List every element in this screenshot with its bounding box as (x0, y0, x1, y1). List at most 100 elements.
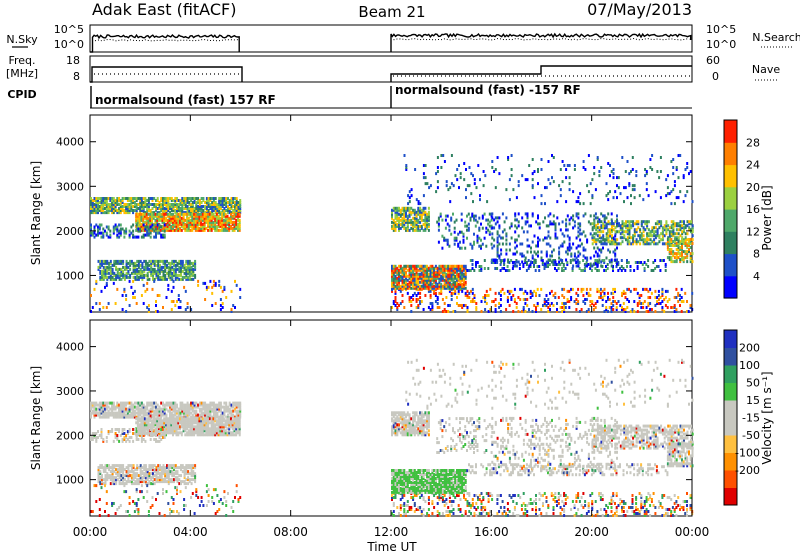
heatmap-cell (184, 197, 187, 200)
heatmap-cell (691, 260, 694, 264)
heatmap-cell (494, 298, 497, 301)
heatmap-cell (138, 212, 141, 216)
heatmap-cell (584, 248, 587, 252)
heatmap-cell (480, 267, 483, 270)
heatmap-cell (593, 254, 596, 258)
heatmap-cell (138, 224, 141, 228)
heatmap-cell (484, 174, 487, 178)
heatmap-cell (683, 226, 685, 230)
heatmap-cell (207, 211, 210, 215)
heatmap-cell (440, 274, 443, 278)
heatmap-cell (589, 300, 592, 303)
heatmap-cell (99, 275, 102, 279)
heatmap-cell (157, 275, 160, 279)
heatmap-cell (221, 302, 224, 305)
heatmap-cell (160, 235, 163, 239)
heatmap-cell (235, 405, 238, 409)
heatmap-cell (552, 220, 555, 224)
heatmap-cell (109, 207, 112, 210)
heatmap-cell (235, 411, 238, 415)
heatmap-cell (517, 296, 520, 299)
heatmap-cell (617, 261, 620, 264)
heatmap-cell (184, 201, 187, 204)
heatmap-cell (95, 302, 98, 305)
heatmap-cell (156, 218, 159, 222)
heatmap-cell (140, 214, 143, 218)
heatmap-cell (579, 228, 582, 232)
heatmap-cell (392, 270, 395, 274)
heatmap-cell (193, 401, 196, 405)
heatmap-cell (440, 291, 443, 295)
nsky-tick-top: 10^5 (54, 23, 84, 36)
heatmap-cell (392, 218, 395, 222)
heatmap-cell (475, 261, 477, 264)
heatmap-cell (603, 291, 606, 295)
heatmap-cell (419, 266, 422, 270)
heatmap-cell (568, 182, 571, 186)
heatmap-cell (183, 409, 186, 413)
heatmap-cell (392, 226, 395, 230)
heatmap-cell (238, 226, 241, 230)
heatmap-cell (163, 407, 166, 411)
heatmap-cell (458, 164, 460, 167)
heatmap-cell (412, 268, 415, 272)
heatmap-cell (183, 199, 186, 202)
heatmap-cell (161, 214, 164, 218)
heatmap-cell (524, 256, 527, 260)
heatmap-cell (490, 242, 493, 246)
heatmap-cell (119, 231, 122, 235)
heatmap-cell (91, 233, 94, 237)
heatmap-cell (403, 154, 406, 157)
heatmap-cell (598, 240, 601, 244)
heatmap-cell (187, 212, 190, 216)
nsky-trace-segment-1 (90, 33, 240, 53)
heatmap-cell (203, 228, 206, 232)
heatmap-cell (521, 260, 524, 264)
heatmap-cell (466, 308, 469, 311)
heatmap-cell (534, 261, 537, 264)
heatmap-cell (666, 174, 669, 178)
heatmap-cell (218, 409, 221, 413)
heatmap-cell (221, 220, 224, 224)
heatmap-cell (102, 407, 105, 411)
heatmap-cell (146, 209, 149, 212)
heatmap-cell (501, 259, 504, 262)
heatmap-cell (93, 227, 96, 231)
heatmap-cell (144, 201, 147, 204)
heatmap-cell (417, 284, 420, 288)
heatmap-cell (665, 226, 668, 230)
heatmap-cell (102, 405, 105, 409)
heatmap-cell (461, 306, 464, 309)
heatmap-cell (408, 272, 411, 276)
heatmap-cell (488, 212, 491, 216)
heatmap-cell (654, 222, 657, 226)
heatmap-cell (401, 276, 404, 280)
heatmap-cell (159, 419, 162, 423)
heatmap-cell (651, 228, 654, 232)
heatmap-cell (479, 194, 481, 198)
heatmap-cell (446, 238, 449, 242)
heatmap-cell (659, 269, 662, 272)
heatmap-cell (95, 205, 98, 208)
heatmap-cell (140, 205, 143, 208)
heatmap-cell (591, 234, 594, 238)
heatmap-cell (139, 409, 142, 413)
heatmap-cell (413, 272, 416, 276)
heatmap-cell (111, 267, 114, 271)
heatmap-cell (612, 236, 615, 240)
heatmap-cell (159, 263, 161, 267)
heatmap-cell (679, 240, 682, 244)
heatmap-cell (473, 178, 476, 182)
heatmap-cell (202, 211, 205, 215)
heatmap-cell (429, 294, 432, 297)
heatmap-cell (119, 227, 122, 231)
heatmap-cell (593, 222, 596, 226)
heatmap-cell (445, 266, 448, 270)
heatmap-cell (679, 254, 682, 258)
heatmap-cell (136, 267, 139, 271)
heatmap-cell (667, 236, 670, 240)
heatmap-cell (505, 242, 508, 246)
heatmap-cell (426, 282, 429, 286)
heatmap-cell (173, 263, 175, 267)
heatmap-cell (420, 270, 423, 274)
